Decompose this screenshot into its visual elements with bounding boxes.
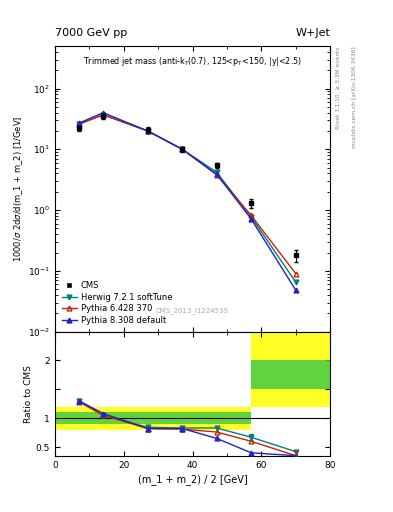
Text: W+Jet: W+Jet: [295, 28, 330, 38]
Legend: CMS, Herwig 7.2.1 softTune, Pythia 6.428 370, Pythia 8.308 default: CMS, Herwig 7.2.1 softTune, Pythia 6.428…: [59, 279, 175, 327]
Text: 7000 GeV pp: 7000 GeV pp: [55, 28, 127, 38]
Y-axis label: 1000/$\sigma$ 2d$\sigma$/d(m_1 + m_2) [1/GeV]: 1000/$\sigma$ 2d$\sigma$/d(m_1 + m_2) [1…: [12, 116, 25, 262]
Y-axis label: Ratio to CMS: Ratio to CMS: [24, 365, 33, 422]
Text: Trimmed jet mass (anti-k$_\mathsf{T}$(0.7), 125<p$_\mathsf{T}$<150, |y|<2.5): Trimmed jet mass (anti-k$_\mathsf{T}$(0.…: [83, 55, 302, 68]
Text: Rivet 3.1.10, ≥ 3.3M events: Rivet 3.1.10, ≥ 3.3M events: [336, 46, 341, 129]
X-axis label: (m_1 + m_2) / 2 [GeV]: (m_1 + m_2) / 2 [GeV]: [138, 474, 248, 485]
Text: CMS_2013_I1224539: CMS_2013_I1224539: [156, 308, 229, 314]
Text: mcplots.cern.ch [arXiv:1306.3436]: mcplots.cern.ch [arXiv:1306.3436]: [352, 46, 357, 148]
